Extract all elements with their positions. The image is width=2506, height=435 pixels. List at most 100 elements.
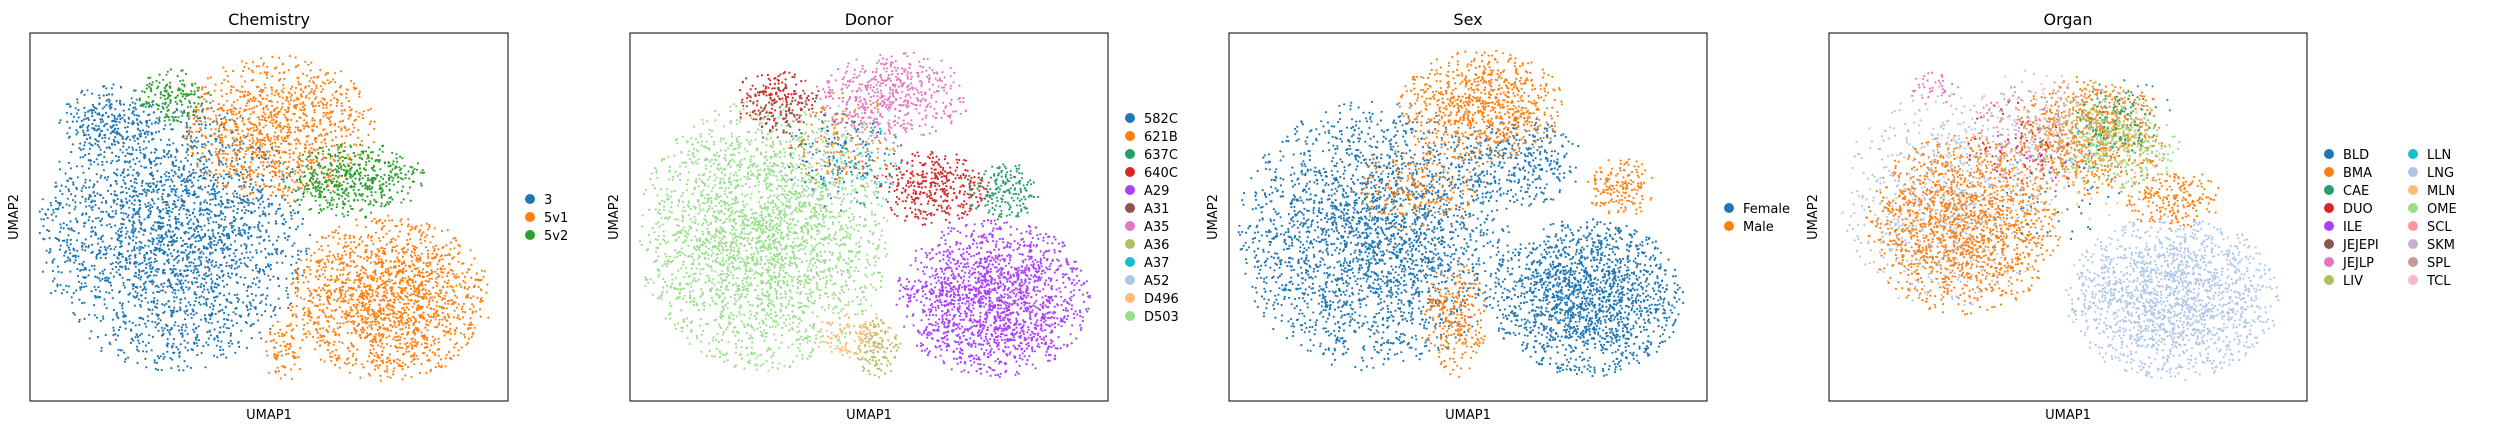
point-3 xyxy=(101,270,104,273)
point-3 xyxy=(161,333,165,336)
point-3 xyxy=(186,365,189,368)
point-3 xyxy=(290,263,293,266)
point-5v1 xyxy=(366,275,369,278)
point-5v1 xyxy=(345,92,348,95)
point-5v1 xyxy=(450,299,454,302)
point-3 xyxy=(159,162,162,165)
point-5v1 xyxy=(443,297,446,300)
point-3 xyxy=(260,294,263,297)
point-3 xyxy=(166,203,169,206)
point-3 xyxy=(206,212,209,215)
point-5v1 xyxy=(341,289,344,292)
point-5v1 xyxy=(356,324,359,328)
point-3 xyxy=(178,280,181,283)
point-3 xyxy=(101,234,104,237)
point-5v1 xyxy=(391,219,394,222)
point-3 xyxy=(138,240,141,243)
point-5v1 xyxy=(379,308,382,311)
point-5v1 xyxy=(443,280,446,283)
point-5v1 xyxy=(443,330,446,333)
point-3 xyxy=(128,219,131,222)
point-5v1 xyxy=(471,310,474,313)
point-3 xyxy=(82,118,85,121)
point-5v1 xyxy=(388,353,391,356)
point-3 xyxy=(219,247,223,250)
point-3 xyxy=(102,317,105,320)
point-3 xyxy=(227,275,230,278)
point-5v1 xyxy=(317,101,320,104)
point-5v1 xyxy=(387,317,390,320)
point-5v1 xyxy=(404,264,407,267)
point-3 xyxy=(169,235,172,238)
point-3 xyxy=(201,188,204,191)
point-3 xyxy=(191,141,194,144)
point-3 xyxy=(72,181,75,184)
point-3 xyxy=(200,225,203,228)
point-5v1 xyxy=(332,343,335,346)
point-5v1 xyxy=(426,257,430,260)
point-3 xyxy=(100,236,103,239)
point-3 xyxy=(66,238,69,241)
point-3 xyxy=(226,112,229,115)
point-5v1 xyxy=(236,89,239,92)
point-3 xyxy=(189,264,192,267)
point-3 xyxy=(63,254,66,257)
point-3 xyxy=(164,291,167,294)
point-3 xyxy=(191,181,194,184)
point-5v1 xyxy=(369,340,372,343)
point-5v1 xyxy=(360,328,363,331)
point-3 xyxy=(232,225,235,228)
point-3 xyxy=(301,274,304,277)
point-5v1 xyxy=(356,348,359,351)
point-3 xyxy=(66,120,69,123)
point-5v1 xyxy=(375,255,378,258)
point-3 xyxy=(156,247,159,250)
point-3 xyxy=(84,186,87,189)
point-3 xyxy=(46,229,49,232)
point-5v1 xyxy=(324,266,328,269)
point-5v1 xyxy=(313,321,316,324)
point-5v1 xyxy=(337,354,340,357)
point-3 xyxy=(134,336,137,339)
point-5v1 xyxy=(313,111,316,114)
point-5v1 xyxy=(398,316,401,319)
point-3 xyxy=(57,208,60,211)
point-5v1 xyxy=(327,315,331,319)
point-3 xyxy=(232,209,235,212)
point-5v1 xyxy=(434,270,437,273)
point-5v1 xyxy=(263,168,266,171)
point-3 xyxy=(208,238,211,241)
point-3 xyxy=(185,177,188,180)
point-3 xyxy=(133,209,136,212)
point-5v1 xyxy=(302,308,305,311)
point-5v1 xyxy=(398,363,401,366)
point-5v1 xyxy=(338,333,341,336)
point-5v1 xyxy=(258,123,261,126)
point-5v1 xyxy=(479,300,482,303)
point-5v1 xyxy=(325,255,328,258)
point-5v1 xyxy=(375,280,379,283)
point-3 xyxy=(111,262,114,265)
point-5v1 xyxy=(398,281,401,284)
point-5v1 xyxy=(404,294,407,297)
point-3 xyxy=(168,331,171,334)
point-3 xyxy=(257,226,260,229)
point-5v1 xyxy=(366,259,369,262)
point-3 xyxy=(216,192,219,195)
point-5v1 xyxy=(252,171,256,174)
point-3 xyxy=(145,130,148,133)
point-5v1 xyxy=(288,54,292,58)
point-3 xyxy=(186,222,189,225)
point-3 xyxy=(138,245,141,248)
point-5v1 xyxy=(419,238,422,241)
point-3 xyxy=(167,248,170,251)
point-5v1 xyxy=(273,163,276,166)
point-3 xyxy=(62,227,65,230)
point-5v1 xyxy=(406,295,409,298)
point-3 xyxy=(187,117,190,120)
point-5v1 xyxy=(316,305,320,308)
point-3 xyxy=(90,226,93,229)
point-3 xyxy=(150,122,153,125)
point-3 xyxy=(192,262,195,265)
point-5v1 xyxy=(435,277,438,280)
